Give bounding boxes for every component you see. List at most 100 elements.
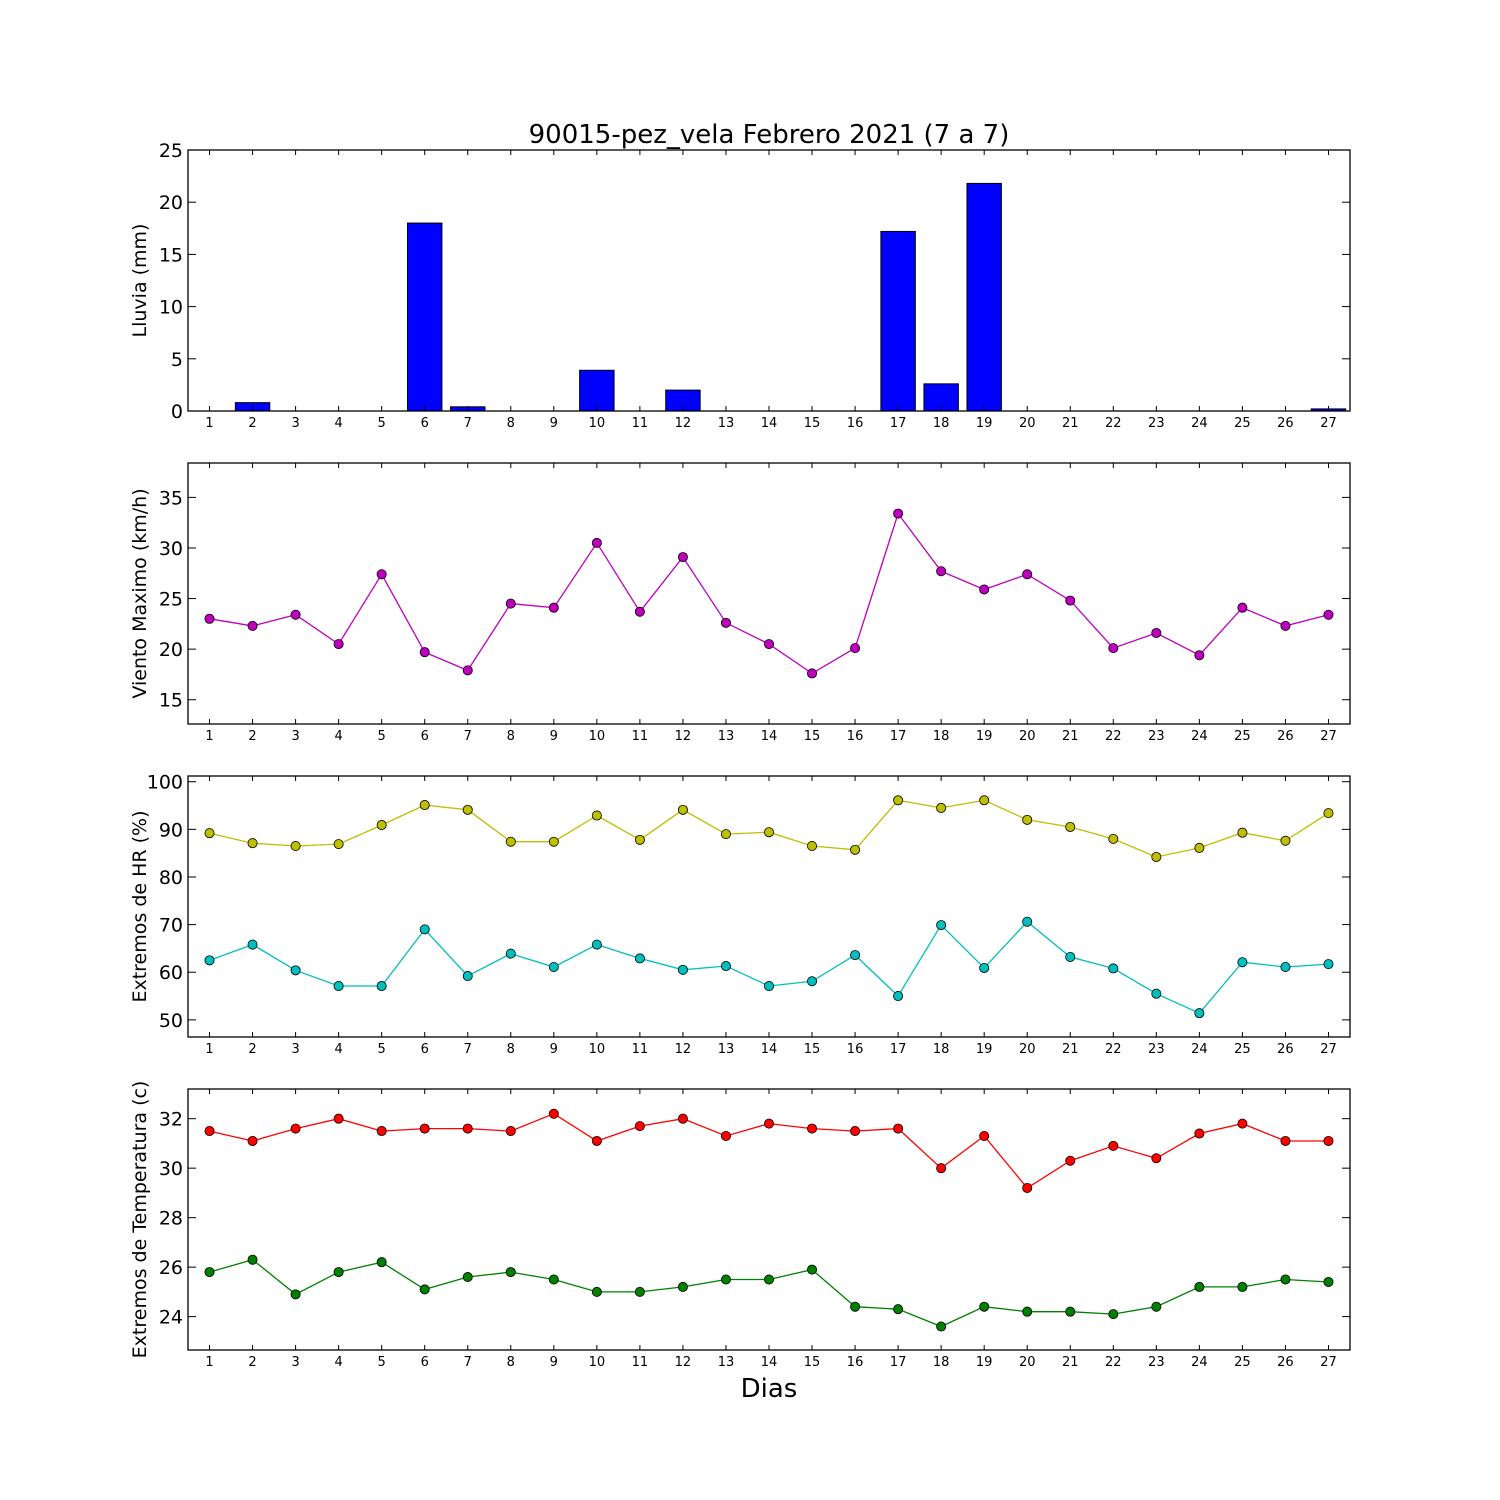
rain-y-axis-label: Lluvia (mm) [129, 224, 151, 338]
humidity-x-tick-label: 17 [890, 1042, 907, 1057]
humidity-series-0-point-22 [1108, 833, 1119, 844]
rain-x-tick-label: 17 [890, 416, 907, 431]
humidity-series-1-point-15 [807, 976, 818, 987]
rain-x-tick-label: 3 [291, 416, 299, 431]
temperature-series-1-point-15 [807, 1264, 818, 1275]
wind-x-tick-label: 19 [976, 729, 993, 744]
temperature-series-1-line [209, 1258, 1329, 1328]
wind-y-axis-label: Viento Maximo (km/h) [129, 488, 151, 698]
humidity-series-0-point-15 [807, 841, 818, 852]
humidity-series-1-point-6 [419, 924, 430, 935]
humidity-x-tick-label: 25 [1234, 1042, 1251, 1057]
wind-x-tick-label: 25 [1234, 729, 1251, 744]
wind-y-tick-label: 35 [159, 487, 183, 509]
humidity-series-1-point-8 [505, 948, 516, 959]
humidity-series-0-point-18 [936, 802, 947, 813]
rain-x-tick-label: 7 [464, 416, 472, 431]
humidity-y-axis-label: Extremos de HR (%) [129, 810, 151, 1002]
rain-y-tick-label: 10 [159, 297, 183, 319]
humidity-series-0-point-8 [505, 836, 516, 847]
temperature-series-1-point-12 [677, 1281, 688, 1292]
wind-x-tick-label: 3 [291, 729, 299, 744]
temperature-x-tick-label: 21 [1062, 1355, 1079, 1370]
temperature-y-tick-label: 30 [159, 1158, 183, 1180]
rain-y-tick-label: 20 [159, 192, 183, 214]
humidity-x-tick-label: 8 [507, 1042, 515, 1057]
humidity-series-0-point-23 [1151, 851, 1162, 862]
humidity-x-tick-label: 2 [248, 1042, 256, 1057]
temperature-x-tick-label: 17 [890, 1355, 907, 1370]
humidity-series-0-point-24 [1194, 842, 1205, 853]
humidity-series-0-point-6 [419, 800, 430, 811]
humidity-series-0-point-13 [720, 829, 731, 840]
humidity-series-0-point-21 [1065, 821, 1076, 832]
temperature-y-tick-label: 24 [159, 1307, 183, 1329]
rain-x-tick-label: 12 [675, 416, 692, 431]
wind-x-tick-label: 4 [334, 729, 342, 744]
humidity-series-0-point-3 [290, 841, 301, 852]
humidity-series-0-point-5 [376, 820, 387, 831]
wind-x-tick-label: 16 [847, 729, 864, 744]
wind-x-tick-label: 5 [378, 729, 386, 744]
temperature-series-0-point-11 [634, 1121, 645, 1132]
temperature-series-1-point-20 [1022, 1306, 1033, 1317]
wind-x-tick-label: 8 [507, 729, 515, 744]
wind-panel: 1 2 3 4 5 6 7 8 9 10 11 12 13 14 15 16 17 18 19 20 21 22 23 24 2… [129, 462, 1351, 744]
temperature-series-1-point-1 [204, 1267, 215, 1278]
temperature-series-1-point-16 [850, 1301, 861, 1312]
temperature-series-1-point-8 [505, 1267, 516, 1278]
wind-series-0-point-6 [419, 647, 430, 658]
temperature-series-1-point-26 [1280, 1274, 1291, 1285]
humidity-series-0-point-2 [247, 838, 258, 849]
wind-series-0-point-7 [462, 665, 473, 676]
humidity-x-tick-label: 26 [1277, 1042, 1294, 1057]
humidity-x-tick-label: 4 [334, 1042, 342, 1057]
humidity-series-1-point-25 [1237, 957, 1248, 968]
humidity-x-tick-label: 16 [847, 1042, 864, 1057]
temperature-series-0-point-24 [1194, 1128, 1205, 1139]
temperature-x-tick-label: 5 [378, 1355, 386, 1370]
wind-series-0-point-15 [807, 668, 818, 679]
rain-x-tick-label: 8 [507, 416, 515, 431]
temperature-series-0-point-14 [764, 1118, 775, 1129]
wind-x-tick-label: 12 [675, 729, 692, 744]
temperature-x-tick-label: 11 [632, 1355, 649, 1370]
wind-series-0-point-23 [1151, 627, 1162, 638]
humidity-x-tick-label: 9 [550, 1042, 558, 1057]
temperature-y-tick-label: 32 [159, 1109, 183, 1131]
temperature-x-tick-label: 4 [334, 1355, 342, 1370]
temperature-series-0-point-1 [204, 1126, 215, 1137]
humidity-y-tick-label: 100 [147, 772, 183, 794]
rain-axes-frame [187, 149, 1351, 412]
rain-x-tick-label: 10 [589, 416, 606, 431]
humidity-series-1-point-19 [979, 962, 990, 973]
humidity-x-tick-label: 6 [421, 1042, 429, 1057]
humidity-axes-frame [187, 775, 1351, 1038]
humidity-series-0-point-26 [1280, 835, 1291, 846]
rain-y-tick-label: 5 [171, 349, 183, 371]
wind-x-tick-label: 14 [761, 729, 778, 744]
temperature-x-tick-label: 19 [976, 1355, 993, 1370]
temperature-series-1-point-11 [634, 1286, 645, 1297]
humidity-series-0-point-9 [548, 836, 559, 847]
humidity-series-0-point-25 [1237, 827, 1248, 838]
wind-series-0-point-24 [1194, 650, 1205, 661]
temperature-x-tick-label: 14 [761, 1355, 778, 1370]
wind-y-tick-label: 15 [159, 690, 183, 712]
temperature-panel: 1 2 3 4 5 6 7 8 9 10 11 12 13 14 15 16 17 18 19 20 21 22 23 24 2… [129, 1081, 1351, 1370]
humidity-series-1-point-3 [290, 965, 301, 976]
rain-x-tick-label: 13 [718, 416, 735, 431]
humidity-x-tick-label: 15 [804, 1042, 821, 1057]
temperature-series-1-point-9 [548, 1274, 559, 1285]
temperature-series-0-point-22 [1108, 1140, 1119, 1151]
humidity-series-1-point-18 [936, 920, 947, 931]
temperature-x-tick-label: 22 [1105, 1355, 1122, 1370]
humidity-series-0-point-16 [850, 844, 861, 855]
temperature-y-axis-label: Extremos de Temperatura (c) [129, 1081, 151, 1359]
humidity-series-0-point-17 [893, 795, 904, 806]
humidity-series-1-point-5 [376, 981, 387, 992]
wind-series-0-point-22 [1108, 643, 1119, 654]
wind-y-tick-label: 25 [159, 589, 183, 611]
temperature-series-1-point-14 [764, 1274, 775, 1285]
humidity-series-1-point-16 [850, 950, 861, 961]
